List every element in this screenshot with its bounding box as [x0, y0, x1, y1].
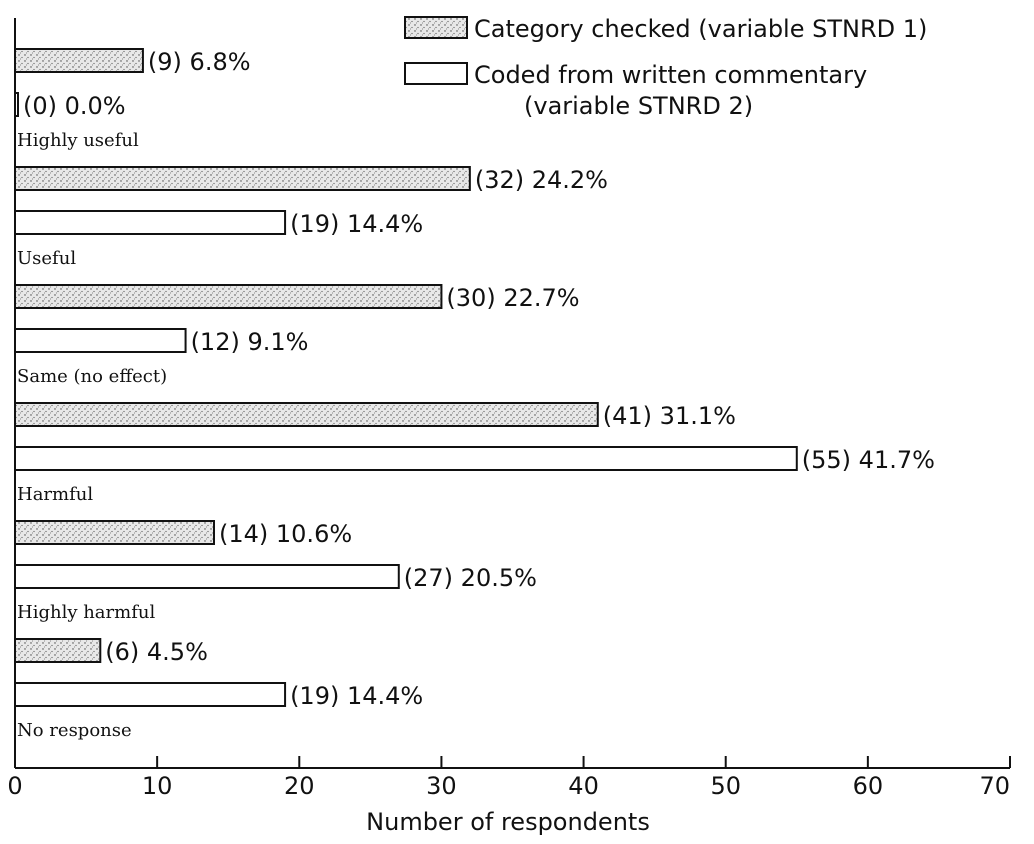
x-tick-label-50: 50: [710, 772, 741, 800]
bar-coded-no-response: [14, 682, 287, 707]
bar-coded-harmful: [14, 446, 798, 471]
bar-label-checked-highly-harmful: (14) 10.6%: [219, 520, 352, 548]
plot-area: (9) 6.8% (0) 0.0% Highly useful (32) 24.2% (…: [14, 18, 935, 768]
bar-checked-no-response: [14, 638, 102, 663]
category-label-same-no-effect: Same (no effect): [17, 366, 167, 387]
bar-label-checked-harmful: (41) 31.1%: [603, 402, 736, 430]
legend-label-series-2: Coded from written commentary: [474, 61, 867, 89]
bar-label-coded-highly-useful: (0) 0.0%: [23, 92, 126, 120]
x-axis-title: Number of respondents: [366, 808, 650, 836]
bar-coded-same-no-effect: [14, 328, 187, 353]
x-axis: Number of respondents 0 10 20 30 40 50 60 70: [7, 756, 1011, 836]
bar-checked-same-no-effect: [14, 284, 443, 309]
x-tick-label-30: 30: [426, 772, 457, 800]
bar-checked-highly-harmful: [14, 520, 215, 545]
bar-checked-harmful: [14, 402, 599, 427]
bar-label-checked-useful: (32) 24.2%: [475, 166, 608, 194]
category-label-highly-harmful: Highly harmful: [17, 602, 155, 623]
bar-label-coded-harmful: (55) 41.7%: [802, 446, 935, 474]
x-tick-label-70: 70: [979, 772, 1010, 800]
category-label-useful: Useful: [17, 248, 76, 269]
bar-label-coded-no-response: (19) 14.4%: [290, 682, 423, 710]
x-tick-label-0: 0: [7, 772, 22, 800]
legend-label-series-1: Category checked (variable STNRD 1): [474, 15, 927, 43]
category-label-harmful: Harmful: [17, 484, 93, 505]
category-label-no-response: No response: [17, 720, 132, 741]
bar-label-coded-same-no-effect: (12) 9.1%: [191, 328, 309, 356]
x-tick-label-60: 60: [853, 772, 884, 800]
bar-checked-highly-useful: [14, 48, 144, 73]
bar-label-coded-useful: (19) 14.4%: [290, 210, 423, 238]
bar-coded-highly-harmful: [14, 564, 400, 589]
bar-checked-useful: [14, 166, 471, 191]
bar-coded-useful: [14, 210, 287, 235]
legend-swatch-hollow: [404, 62, 468, 85]
bar-coded-highly-useful: [14, 92, 19, 117]
bar-label-checked-no-response: (6) 4.5%: [105, 638, 208, 666]
bar-label-coded-highly-harmful: (27) 20.5%: [404, 564, 537, 592]
bar-label-checked-same-no-effect: (30) 22.7%: [446, 284, 579, 312]
x-tick-label-10: 10: [142, 772, 173, 800]
legend-swatch-stippled: [404, 16, 468, 39]
legend: Category checked (variable STNRD 1) Code…: [404, 15, 927, 120]
category-label-highly-useful: Highly useful: [17, 130, 139, 151]
bar-label-checked-highly-useful: (9) 6.8%: [148, 48, 251, 76]
legend-label-series-2-line-2: (variable STNRD 2): [524, 92, 753, 120]
x-tick-label-40: 40: [568, 772, 599, 800]
x-tick-label-20: 20: [284, 772, 315, 800]
